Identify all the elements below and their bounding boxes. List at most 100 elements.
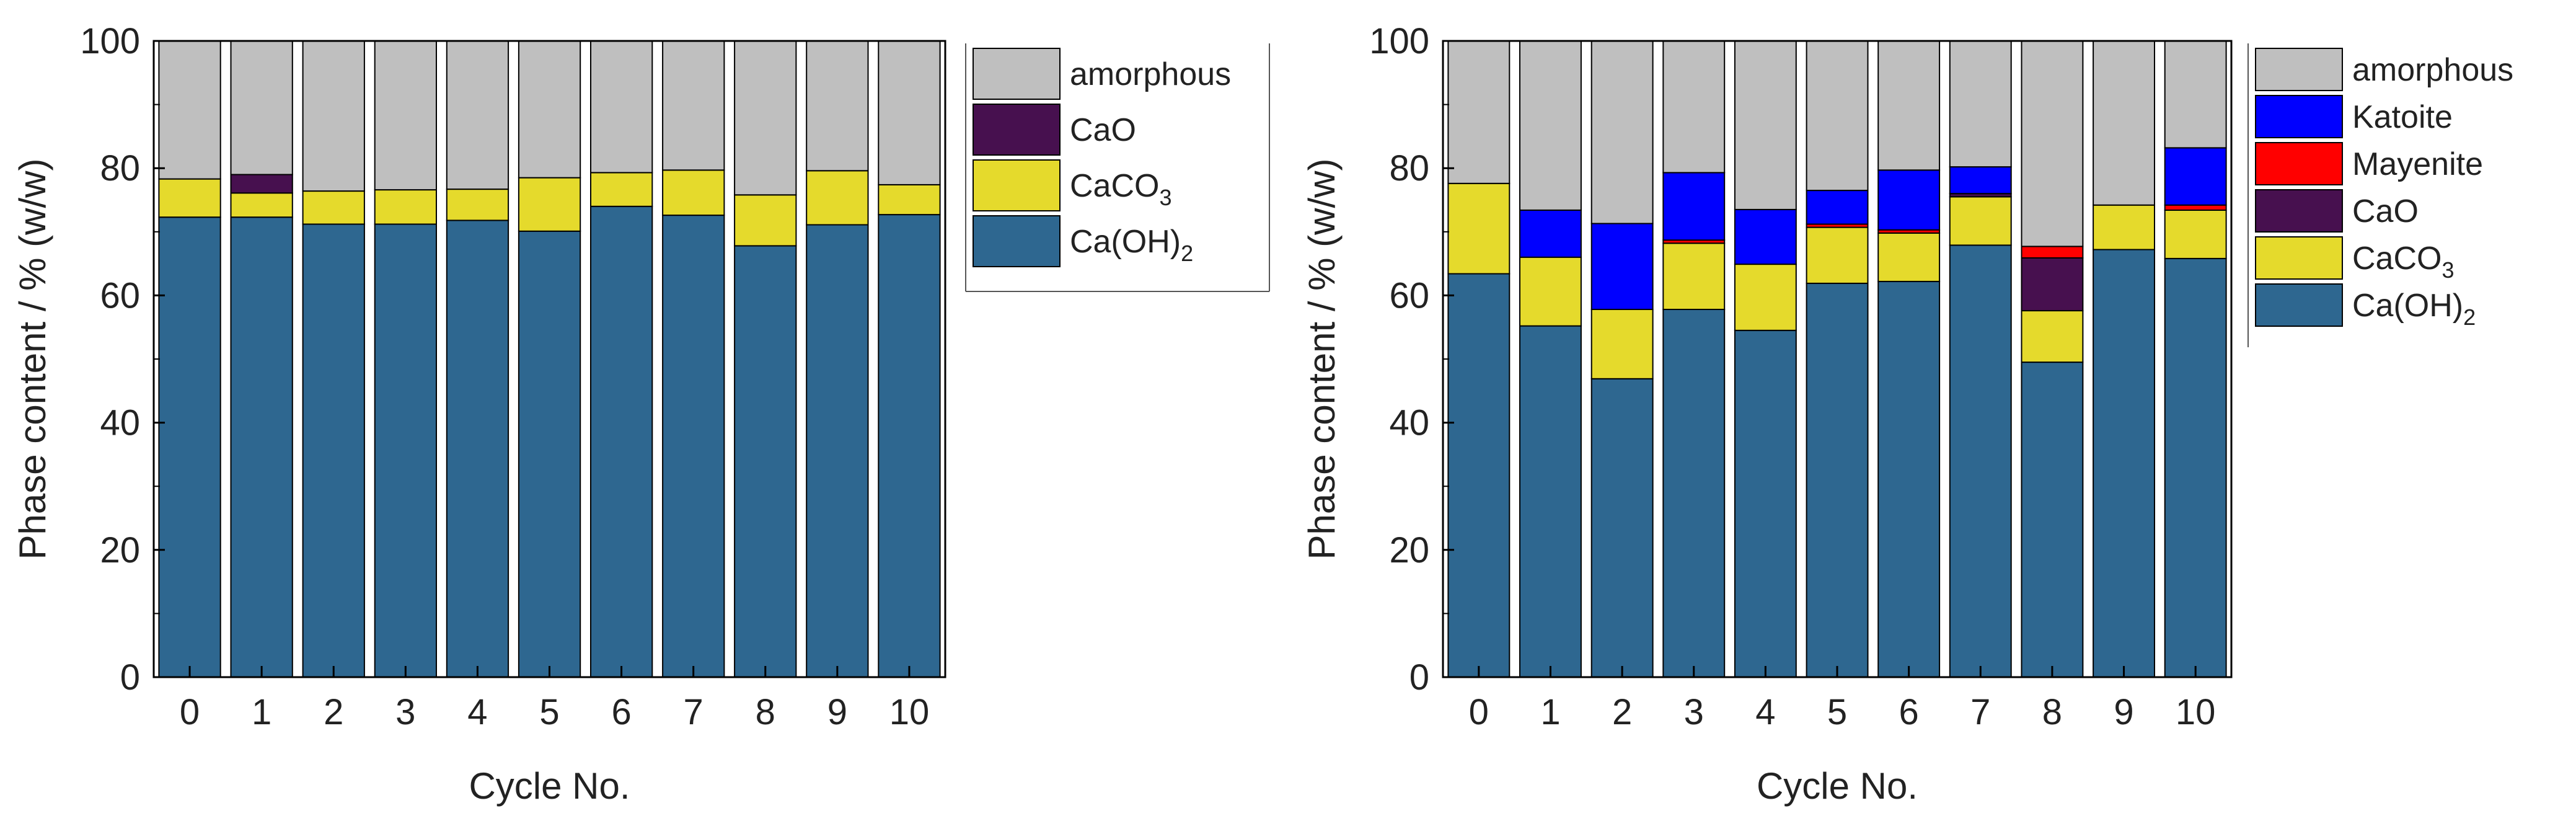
- bar-segment-Katoite-cycle-10: [2164, 147, 2227, 206]
- y-tick-label: 20: [100, 530, 140, 570]
- bar-segment-amorphous-cycle-9: [2093, 40, 2156, 206]
- bar-segment-Ca(OH)2-cycle-3: [374, 223, 438, 678]
- bar-segment-Ca(OH)2-cycle-4: [446, 220, 509, 678]
- bar-segment-Ca(OH)2-cycle-2: [1590, 378, 1654, 678]
- legend-swatch-CaCO3: [2255, 236, 2343, 280]
- bar-segment-amorphous-cycle-8: [2021, 40, 2084, 247]
- y-tick-label: 80: [100, 148, 140, 189]
- bar-segment-amorphous-cycle-10: [2164, 40, 2227, 149]
- bar-segment-CaCO3-cycle-1: [230, 192, 293, 218]
- bar-segment-amorphous-cycle-4: [1734, 40, 1797, 210]
- bar-segment-Ca(OH)2-cycle-8: [734, 245, 797, 678]
- y-tick-label: 0: [1409, 657, 1429, 698]
- legend-label-CaCO3: CaCO3: [1070, 168, 1172, 210]
- bar-segment-Ca(OH)2-cycle-8: [2021, 362, 2084, 678]
- bar-segment-Ca(OH)2-cycle-10: [2164, 257, 2227, 678]
- bar-segment-Ca(OH)2-cycle-5: [1806, 282, 1869, 678]
- bar-segment-amorphous-cycle-7: [662, 40, 725, 171]
- x-tick-label: 8: [756, 692, 775, 732]
- bar-segment-amorphous-cycle-5: [1806, 40, 1869, 192]
- legend-swatch-CaCO3: [973, 159, 1061, 211]
- x-tick-label: 9: [827, 692, 847, 732]
- y-tick-label: 100: [80, 21, 140, 61]
- legend-swatch-amorphous: [2255, 48, 2343, 91]
- x-tick-label: 1: [252, 692, 271, 732]
- bar-segment-CaCO3-cycle-4: [1734, 264, 1797, 331]
- legend-label-amorphous: amorphous: [2352, 52, 2513, 88]
- bar-segment-CaCO3-cycle-10: [2164, 209, 2227, 259]
- y-tick-label: 0: [120, 657, 140, 698]
- bar-segment-CaCO3-cycle-1: [1519, 256, 1582, 327]
- bar-segment-Ca(OH)2-cycle-1: [230, 216, 293, 678]
- legend-swatch-CaO: [973, 104, 1061, 156]
- legend-swatch-Ca(OH)2: [973, 215, 1061, 267]
- bar-segment-Ca(OH)2-cycle-2: [302, 223, 365, 678]
- y-axis-title: Phase content / % (w/w): [12, 159, 53, 560]
- y-tick-label: 80: [1389, 148, 1429, 189]
- bar-segment-amorphous-cycle-2: [1590, 40, 1654, 224]
- bar-segment-Ca(OH)2-cycle-0: [158, 216, 221, 678]
- x-axis: 0 1 2 3 4 5 6 7 8 9 10: [180, 666, 929, 732]
- x-tick-label: 8: [2042, 692, 2062, 732]
- bar-segment-Katoite-cycle-2: [1590, 223, 1654, 310]
- bar-segment-Ca(OH)2-cycle-9: [2093, 249, 2156, 678]
- bar-segment-CaCO3-cycle-10: [878, 184, 941, 216]
- legend-swatch-CaO: [2255, 189, 2343, 233]
- x-tick-label: 6: [611, 692, 631, 732]
- bar-segment-amorphous-cycle-6: [1877, 40, 1941, 171]
- chart-1: 0 20 40 60 80 100 0 1 2 3 4 5 6 7 8 9 10 Cycle No. Phase c…: [12, 21, 1270, 807]
- bar-segment-Katoite-cycle-5: [1806, 190, 1869, 225]
- x-tick-label: 0: [1469, 692, 1489, 732]
- bar-segment-CaCO3-cycle-6: [1877, 232, 1941, 282]
- bar-segment-CaCO3-cycle-5: [1806, 226, 1869, 284]
- x-tick-label: 2: [1612, 692, 1632, 732]
- legend-label-CaO: CaO: [2352, 193, 2419, 229]
- bar-segment-amorphous-cycle-4: [446, 40, 509, 190]
- y-tick-label: 60: [100, 275, 140, 316]
- chart-2: 0 20 40 60 80 100 0 1 2 3 4 5 6 7 8 9 10 Cycle No. Phase c…: [1301, 21, 2513, 807]
- y-tick-label: 20: [1389, 530, 1429, 570]
- bar-segment-CaCO3-cycle-0: [1447, 182, 1511, 275]
- bar-segment-CaCO3-cycle-8: [2021, 310, 2084, 363]
- x-tick-label: 4: [1755, 692, 1775, 732]
- bar-segment-Ca(OH)2-cycle-4: [1734, 329, 1797, 678]
- bar-segment-Ca(OH)2-cycle-3: [1662, 309, 1726, 678]
- bar-segment-CaCO3-cycle-2: [1590, 309, 1654, 379]
- x-tick-label: 5: [539, 692, 559, 732]
- bar-segment-Ca(OH)2-cycle-6: [590, 205, 653, 678]
- legend: amorphous Katoite Mayenite CaO CaCO3 Ca(OH)2: [2247, 43, 2513, 347]
- x-tick-label: 3: [395, 692, 415, 732]
- legend-swatch-amorphous: [973, 48, 1061, 100]
- bar-segment-amorphous-cycle-1: [1519, 40, 1582, 211]
- y-axis: 0 20 40 60 80 100: [80, 21, 165, 698]
- bar-segment-Ca(OH)2-cycle-9: [806, 224, 869, 678]
- bar-segment-amorphous-cycle-8: [734, 40, 797, 196]
- bar-segment-CaCO3-cycle-2: [302, 190, 365, 225]
- x-tick-label: 1: [1540, 692, 1560, 732]
- bar-segment-amorphous-cycle-5: [518, 40, 581, 179]
- bar-segment-CaCO3-cycle-3: [374, 189, 438, 225]
- bar-segment-Katoite-cycle-6: [1877, 169, 1941, 231]
- legend-label-amorphous: amorphous: [1070, 56, 1231, 92]
- bar-segment-CaCO3-cycle-8: [734, 194, 797, 247]
- bar-segment-amorphous-cycle-3: [374, 40, 438, 191]
- bar-segment-Katoite-cycle-4: [1734, 208, 1797, 265]
- x-tick-label: 3: [1684, 692, 1704, 732]
- x-axis-title: Cycle No.: [469, 765, 630, 807]
- y-axis-title: Phase content / % (w/w): [1301, 159, 1343, 560]
- bar-segment-CaO-cycle-8: [2021, 257, 2084, 312]
- bars: [158, 40, 941, 678]
- bar-segment-amorphous-cycle-2: [302, 40, 365, 192]
- bar-segment-Ca(OH)2-cycle-7: [1949, 244, 2012, 678]
- bar-segment-CaCO3-cycle-4: [446, 189, 509, 221]
- bar-segment-Ca(OH)2-cycle-7: [662, 215, 725, 678]
- x-tick-label: 10: [2176, 692, 2216, 732]
- bar-segment-Ca(OH)2-cycle-1: [1519, 325, 1582, 678]
- legend-label-Katoite: Katoite: [2352, 99, 2453, 135]
- x-tick-label: 7: [684, 692, 704, 732]
- bar-segment-CaO-cycle-1: [230, 174, 293, 194]
- bar-segment-CaCO3-cycle-6: [590, 172, 653, 207]
- bar-segment-Ca(OH)2-cycle-10: [878, 214, 941, 678]
- bar-segment-CaCO3-cycle-0: [158, 178, 221, 218]
